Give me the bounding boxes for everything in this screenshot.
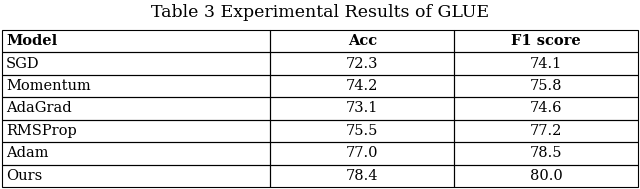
Bar bbox=[454, 120, 638, 142]
Bar bbox=[270, 97, 454, 120]
Bar bbox=[454, 30, 638, 52]
Bar bbox=[2, 165, 270, 187]
Text: 75.8: 75.8 bbox=[530, 79, 563, 93]
Bar bbox=[270, 142, 454, 165]
Text: RMSProp: RMSProp bbox=[6, 124, 77, 138]
Text: 72.3: 72.3 bbox=[346, 57, 378, 71]
Bar bbox=[454, 97, 638, 120]
Bar bbox=[2, 97, 270, 120]
Bar bbox=[270, 30, 454, 52]
Text: 75.5: 75.5 bbox=[346, 124, 378, 138]
Bar bbox=[2, 75, 270, 97]
Bar bbox=[454, 52, 638, 75]
Bar bbox=[2, 52, 270, 75]
Bar bbox=[270, 52, 454, 75]
Bar bbox=[270, 165, 454, 187]
Bar bbox=[454, 142, 638, 165]
Text: 77.2: 77.2 bbox=[530, 124, 563, 138]
Text: 78.4: 78.4 bbox=[346, 169, 378, 183]
Bar bbox=[270, 120, 454, 142]
Bar bbox=[2, 30, 270, 52]
Text: 74.6: 74.6 bbox=[530, 101, 563, 115]
Text: 80.0: 80.0 bbox=[530, 169, 563, 183]
Text: 77.0: 77.0 bbox=[346, 146, 378, 160]
Bar bbox=[270, 75, 454, 97]
Text: 74.1: 74.1 bbox=[530, 57, 562, 71]
Text: Ours: Ours bbox=[6, 169, 42, 183]
Text: Table 3 Experimental Results of GLUE: Table 3 Experimental Results of GLUE bbox=[151, 4, 489, 21]
Text: F1 score: F1 score bbox=[511, 34, 581, 48]
Text: Adam: Adam bbox=[6, 146, 49, 160]
Text: 74.2: 74.2 bbox=[346, 79, 378, 93]
Bar bbox=[454, 165, 638, 187]
Text: 73.1: 73.1 bbox=[346, 101, 378, 115]
Text: AdaGrad: AdaGrad bbox=[6, 101, 72, 115]
Bar bbox=[2, 120, 270, 142]
Text: SGD: SGD bbox=[6, 57, 40, 71]
Bar bbox=[454, 75, 638, 97]
Text: 78.5: 78.5 bbox=[530, 146, 563, 160]
Text: Momentum: Momentum bbox=[6, 79, 91, 93]
Text: Model: Model bbox=[6, 34, 57, 48]
Text: Acc: Acc bbox=[348, 34, 377, 48]
Bar bbox=[2, 142, 270, 165]
